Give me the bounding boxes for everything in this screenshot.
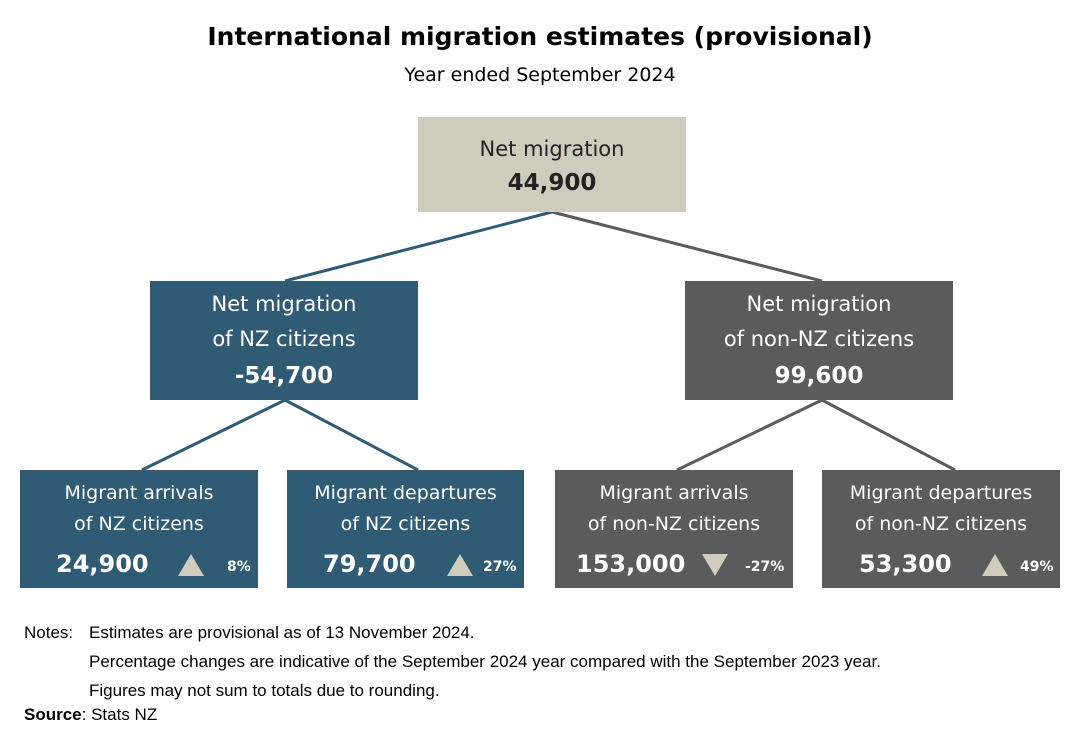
nz-net-migration-label-2: of NZ citizens [212, 327, 356, 351]
connector-non-nz-departures [821, 398, 956, 472]
connector-nz-arrivals [141, 398, 286, 472]
net-migration-value: 44,900 [507, 170, 597, 196]
non-nz-departures-value: 53,300 [859, 550, 952, 578]
chart-title: International migration estimates (provi… [207, 22, 873, 51]
non-nz-arrivals-change: -27% [745, 559, 785, 575]
note-line-2: Percentage changes are indicative of the… [89, 652, 881, 671]
non-nz-departures-box: Migrant departures of non-NZ citizens 53… [822, 470, 1060, 588]
non-nz-departures-label-2: of non-NZ citizens [854, 513, 1028, 535]
note-line-3: Figures may not sum to totals due to rou… [89, 681, 440, 700]
nz-departures-label-2: of NZ citizens [340, 513, 471, 535]
non-nz-arrivals-value: 153,000 [576, 550, 686, 578]
nz-departures-change: 27% [483, 559, 517, 575]
non-nz-arrivals-box: Migrant arrivals of non-NZ citizens 153,… [555, 470, 793, 588]
nz-arrivals-change: 8% [227, 559, 251, 575]
non-nz-net-migration-box: Net migration of non-NZ citizens 99,600 [685, 281, 953, 400]
nz-departures-value: 79,700 [323, 550, 416, 578]
connector-root-non-nz [551, 210, 823, 283]
nz-departures-box: Migrant departures of NZ citizens 79,700… [287, 470, 524, 588]
nz-net-migration-label-1: Net migration [211, 292, 357, 316]
increase-triangle-icon [447, 554, 473, 576]
increase-triangle-icon [982, 554, 1008, 576]
non-nz-arrivals-label-1: Migrant arrivals [599, 482, 749, 504]
nz-arrivals-label-1: Migrant arrivals [64, 482, 214, 504]
non-nz-net-migration-label-2: of non-NZ citizens [723, 327, 915, 351]
nz-net-migration-value: -54,700 [234, 363, 334, 389]
increase-triangle-icon [178, 554, 204, 576]
decrease-triangle-icon [702, 554, 728, 576]
non-nz-departures-change: 49% [1020, 559, 1054, 575]
connector-nz-departures [284, 398, 419, 472]
source-note: Source: Stats NZ [24, 705, 157, 725]
connector-non-nz-arrivals [676, 398, 823, 472]
note-line-1: Estimates are provisional as of 13 Novem… [89, 623, 475, 642]
chart-subtitle: Year ended September 2024 [404, 64, 676, 86]
nz-arrivals-box: Migrant arrivals of NZ citizens 24,900 8… [20, 470, 258, 588]
non-nz-arrivals-label-2: of non-NZ citizens [587, 513, 761, 535]
notes-heading: Notes: [24, 623, 74, 642]
non-nz-net-migration-value: 99,600 [774, 363, 864, 389]
nz-departures-label-1: Migrant departures [314, 482, 497, 504]
nz-net-migration-box: Net migration of NZ citizens -54,700 [150, 281, 418, 400]
net-migration-box: Net migration 44,900 [418, 117, 686, 212]
source-label: Source [24, 705, 82, 724]
non-nz-net-migration-label-1: Net migration [746, 292, 892, 316]
source-text: : Stats NZ [81, 705, 158, 724]
nz-arrivals-value: 24,900 [56, 550, 149, 578]
net-migration-label: Net migration [479, 137, 625, 161]
connector-root-nz [284, 210, 553, 283]
nz-arrivals-label-2: of NZ citizens [74, 513, 204, 535]
non-nz-departures-label-1: Migrant departures [849, 482, 1033, 504]
